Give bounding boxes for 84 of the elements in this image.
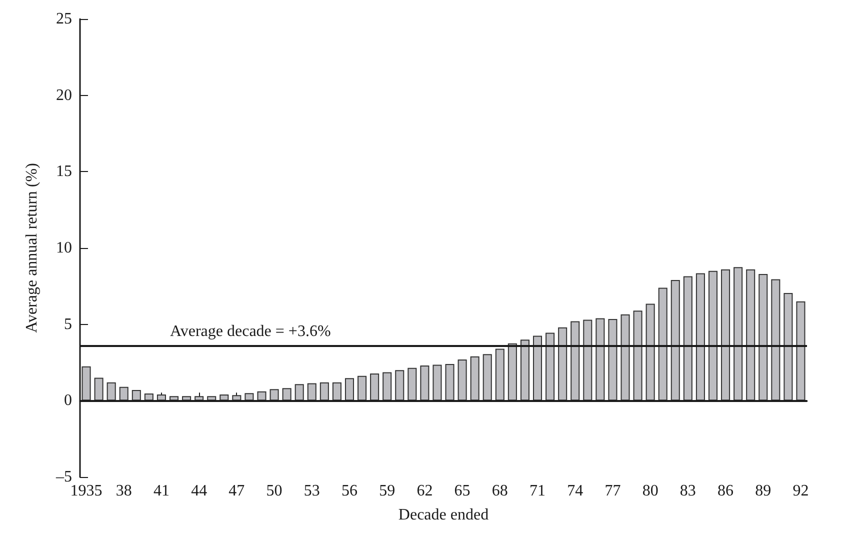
bar <box>307 383 316 401</box>
bar <box>332 382 342 401</box>
bar <box>633 310 642 401</box>
x-tick-label: 44 <box>191 482 208 500</box>
y-tick-label: 5 <box>64 316 72 333</box>
bar <box>608 318 618 401</box>
bar <box>282 388 292 401</box>
bar <box>570 321 580 401</box>
bar <box>420 366 430 401</box>
bar <box>583 320 592 401</box>
bar <box>696 273 705 401</box>
bar <box>495 348 504 401</box>
x-tick-label: 65 <box>454 482 470 500</box>
bar <box>320 382 329 401</box>
bar <box>482 354 492 401</box>
x-axis-title: Decade ended <box>398 506 489 524</box>
bar <box>758 274 768 401</box>
y-tick-label: 0 <box>64 392 72 410</box>
x-tick-label: 62 <box>416 482 433 500</box>
x-tick-label: 50 <box>266 482 282 500</box>
bar <box>646 304 655 401</box>
y-tick-label: 10 <box>56 240 72 256</box>
bar <box>94 378 104 401</box>
ref-line-label: Average decade = +3.6% <box>170 323 331 340</box>
x-tick-label: 71 <box>530 482 546 500</box>
y-tick-label: –5 <box>55 468 72 486</box>
bar <box>119 386 128 401</box>
bar <box>156 394 166 401</box>
bar <box>558 327 568 401</box>
bar <box>144 393 154 401</box>
bar <box>344 378 354 401</box>
bar <box>220 394 229 401</box>
x-tick-label: 86 <box>718 482 734 500</box>
bar <box>796 301 806 401</box>
bar <box>408 368 417 401</box>
bar <box>294 384 304 401</box>
bar <box>257 391 266 401</box>
bar <box>508 343 517 401</box>
x-tick-label: 41 <box>153 482 170 500</box>
x-tick-label: 80 <box>642 482 658 500</box>
bar <box>708 270 718 401</box>
y-tick-label: 15 <box>56 163 72 180</box>
bar <box>244 393 254 401</box>
x-tick-label: 56 <box>341 482 358 500</box>
bar <box>232 395 242 401</box>
bar <box>546 332 555 401</box>
x-tick-label: 38 <box>116 482 132 500</box>
bar <box>596 318 605 401</box>
y-tick-label: 20 <box>56 86 72 104</box>
bar <box>132 390 141 401</box>
y-tick-label: 25 <box>56 10 72 28</box>
x-tick-label: 74 <box>567 482 584 500</box>
bar <box>771 279 780 401</box>
bar <box>620 314 630 401</box>
x-tick-label: 83 <box>680 482 696 500</box>
x-tick-label: 77 <box>604 482 621 500</box>
bar <box>784 293 793 401</box>
bar <box>520 340 530 401</box>
x-tick-label: 53 <box>304 482 320 500</box>
bar <box>382 372 392 401</box>
bar <box>734 267 743 401</box>
bar <box>658 288 668 401</box>
bar <box>746 269 756 401</box>
bar <box>445 364 454 401</box>
bar <box>683 276 692 401</box>
x-tick-label: 47 <box>228 482 245 500</box>
bar <box>670 280 680 401</box>
bar <box>270 389 279 401</box>
y-axis-title: Average annual return (%) <box>24 163 40 333</box>
bar <box>432 364 442 401</box>
bar <box>721 269 730 401</box>
x-tick-label: 89 <box>755 482 772 500</box>
bar <box>470 356 480 401</box>
x-tick-label: 59 <box>379 482 396 500</box>
bar <box>370 373 380 401</box>
bar <box>532 336 542 401</box>
bar <box>358 376 367 401</box>
x-tick-label: 1935 <box>70 482 102 500</box>
bar <box>458 359 467 401</box>
bar <box>395 370 404 401</box>
bar <box>82 366 91 401</box>
bar <box>106 382 116 401</box>
x-tick-label: 68 <box>492 482 508 500</box>
x-tick-label: 92 <box>792 482 809 500</box>
